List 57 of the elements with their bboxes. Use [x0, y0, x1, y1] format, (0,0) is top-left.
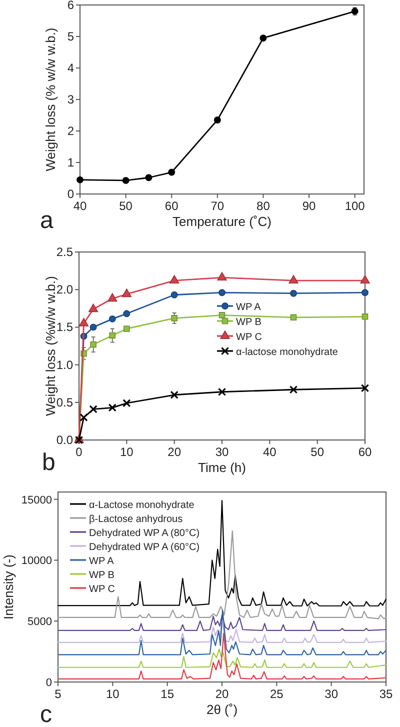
y-tick-label: 15000: [21, 494, 52, 506]
y-tick-label: 1: [67, 156, 74, 170]
legend-label: WP B: [236, 317, 262, 328]
x-tick-label: 60: [358, 445, 372, 459]
legend-label: WP C: [89, 584, 115, 595]
y-tick-label: 3: [67, 92, 74, 106]
y-axis-title: Weight loss (%w/w w.b.): [43, 276, 58, 416]
text: a: [40, 207, 54, 234]
y-tick-label: 0.0: [56, 433, 74, 447]
x-tick-label: 0: [76, 445, 83, 459]
y-axis-title: Weight loss (% w/w w.b.): [43, 28, 58, 172]
x-tick-label: 10: [120, 445, 134, 459]
legend-label: β-Lactose anhydrous: [89, 514, 183, 525]
legend-label: WP A: [236, 302, 262, 313]
y-axis-title: Intensity (-): [1, 554, 16, 620]
y-tick-label: 1.0: [56, 358, 74, 372]
x-tick-label: 30: [215, 445, 229, 459]
y-tick-label: 5: [67, 30, 74, 44]
x-tick-label: 90: [302, 199, 316, 213]
x-tick-label: 50: [310, 445, 324, 459]
y-tick-label: 0.5: [56, 395, 74, 410]
legend-label: WP B: [89, 570, 115, 581]
y-tick-label: 2: [67, 124, 74, 138]
x-tick-label: 35: [379, 687, 393, 701]
legend-label: WP C: [236, 332, 262, 343]
legend-label: Dehydrated WP A (80°C): [89, 528, 200, 539]
y-tick-label: 6: [67, 0, 74, 12]
x-tick-label: 20: [168, 445, 182, 459]
x-tick-label: 20: [215, 687, 229, 701]
x-tick-label: 40: [262, 445, 277, 459]
y-tick-label: 4: [67, 61, 74, 75]
x-axis-title: 2θ (˚): [206, 702, 238, 717]
x-tick-label: 100: [344, 199, 366, 213]
y-tick-label: 0: [67, 187, 74, 201]
y-tick-label: 2.0: [56, 282, 74, 297]
legend-label: WP A: [89, 556, 114, 567]
x-axis-title: Temperature (˚C): [172, 214, 272, 229]
x-tick-label: 80: [256, 199, 270, 213]
y-tick-label: 10000: [21, 555, 52, 568]
y-tick-label: 5000: [28, 616, 52, 628]
y-tick-label: 2.5: [56, 245, 74, 259]
x-tick-label: 30: [324, 687, 338, 701]
x-tick-label: 60: [164, 199, 179, 213]
x-tick-label: 50: [119, 199, 133, 213]
legend-label: Dehydrated WP A (60°C): [89, 542, 200, 553]
x-tick-label: 10: [106, 687, 120, 701]
x-tick-label: 40: [73, 199, 87, 213]
x-axis-title: Time (h): [198, 460, 246, 475]
y-tick-label: 1.5: [56, 320, 74, 334]
legend-label: α-Lactose monohydrate: [89, 500, 195, 511]
x-tick-label: 25: [270, 687, 284, 701]
x-tick-label: 15: [160, 687, 174, 701]
text: c: [40, 701, 52, 727]
text: b: [42, 449, 56, 476]
x-tick-label: 70: [210, 199, 224, 213]
legend-label: α-lactose monohydrate: [236, 347, 338, 358]
y-tick-label: 0: [46, 677, 52, 689]
